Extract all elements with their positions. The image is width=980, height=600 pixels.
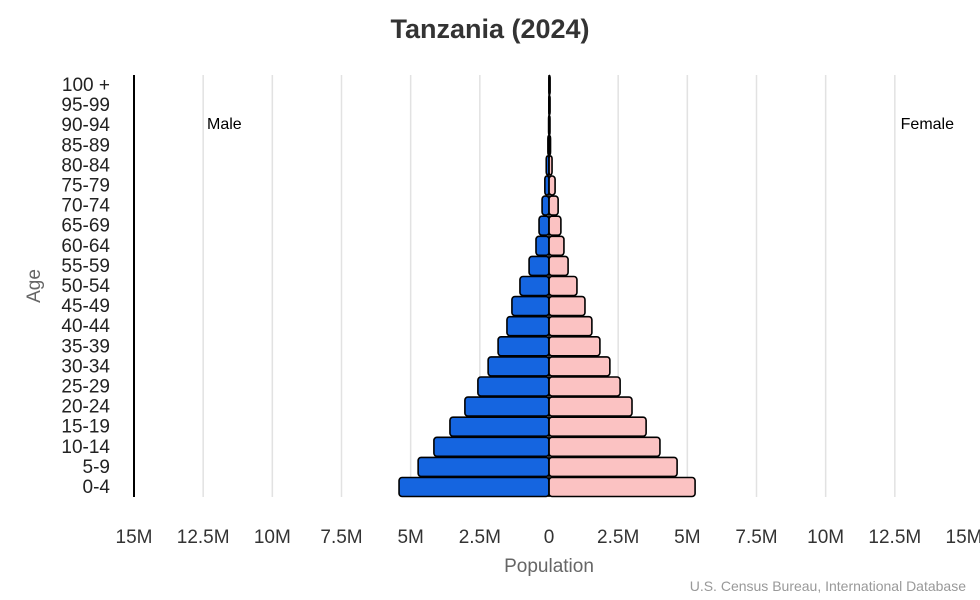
y-tick-label: 30-34 — [61, 356, 110, 377]
y-tick-label: 90-94 — [61, 115, 110, 136]
x-tick-label: 15M — [116, 527, 153, 548]
bar-male — [398, 476, 550, 498]
bar-male — [433, 436, 550, 458]
bar-female — [548, 255, 569, 277]
y-tick-label: 80-84 — [61, 155, 110, 176]
y-tick-label: 50-54 — [61, 276, 110, 297]
bar-female — [548, 436, 661, 458]
x-tick-label: 5M — [674, 527, 700, 548]
bar-female — [548, 335, 601, 357]
bar-female — [548, 456, 678, 478]
y-tick-label: 75-79 — [61, 176, 110, 197]
bar-female — [548, 376, 621, 397]
bar-female — [548, 235, 565, 257]
bar-female — [548, 175, 556, 196]
y-tick-label: 65-69 — [61, 216, 110, 237]
bar-male — [487, 356, 550, 377]
y-tick-label: 85-89 — [61, 135, 110, 156]
y-tick-label: 70-74 — [61, 196, 110, 217]
legend-male: Male — [207, 116, 242, 133]
y-tick-label: 55-59 — [61, 256, 110, 277]
legend-female: Female — [901, 116, 954, 133]
y-tick-label: 100 + — [62, 75, 110, 96]
y-tick-label: 5-9 — [83, 457, 110, 478]
bar-female — [548, 356, 611, 377]
bar-female — [548, 275, 578, 297]
y-tick-label: 20-24 — [61, 397, 110, 418]
bar-male — [528, 255, 550, 277]
bar-female — [548, 396, 633, 417]
y-axis-title: Age — [24, 269, 45, 303]
x-axis-title: Population — [504, 556, 594, 577]
bar-male — [497, 335, 550, 357]
bar-male — [535, 235, 550, 257]
bar-male — [506, 315, 550, 337]
y-tick-label: 0-4 — [83, 477, 111, 498]
bar-female — [548, 295, 586, 317]
bar-female — [548, 195, 559, 216]
x-tick-label: 10M — [254, 527, 291, 548]
y-tick-label: 10-14 — [61, 437, 110, 458]
bar-female — [548, 416, 647, 438]
y-tick-label: 60-64 — [61, 236, 110, 257]
bar-male — [511, 295, 550, 317]
bar-male — [464, 396, 550, 417]
y-tick-label: 40-44 — [61, 316, 110, 337]
y-tick-label: 35-39 — [61, 336, 110, 357]
x-tick-label: 15M — [946, 527, 980, 548]
x-tick-label: 12.5M — [868, 527, 921, 548]
bar-male — [417, 456, 550, 478]
x-tick-label: 2.5M — [597, 527, 639, 548]
source-note: U.S. Census Bureau, International Databa… — [689, 578, 966, 594]
x-tick-label: 2.5M — [459, 527, 501, 548]
chart-title: Tanzania (2024) — [390, 14, 590, 44]
bar-male — [538, 215, 550, 236]
bar-female — [548, 315, 593, 337]
x-tick-label: 10M — [807, 527, 844, 548]
bar-male — [477, 376, 550, 397]
bar-male — [449, 416, 550, 438]
x-tick-label: 7.5M — [320, 527, 362, 548]
bar-female — [548, 215, 562, 236]
bar-female — [548, 476, 696, 498]
y-tick-label: 25-29 — [61, 377, 110, 398]
bar-male — [519, 275, 550, 297]
x-tick-label: 0 — [544, 527, 555, 548]
x-tick-label: 12.5M — [177, 527, 230, 548]
x-tick-label: 7.5M — [735, 527, 777, 548]
y-tick-label: 45-49 — [61, 296, 110, 317]
y-tick-label: 95-99 — [61, 95, 110, 116]
x-tick-label: 5M — [397, 527, 423, 548]
y-tick-label: 15-19 — [61, 417, 110, 438]
bar-male — [541, 195, 550, 216]
